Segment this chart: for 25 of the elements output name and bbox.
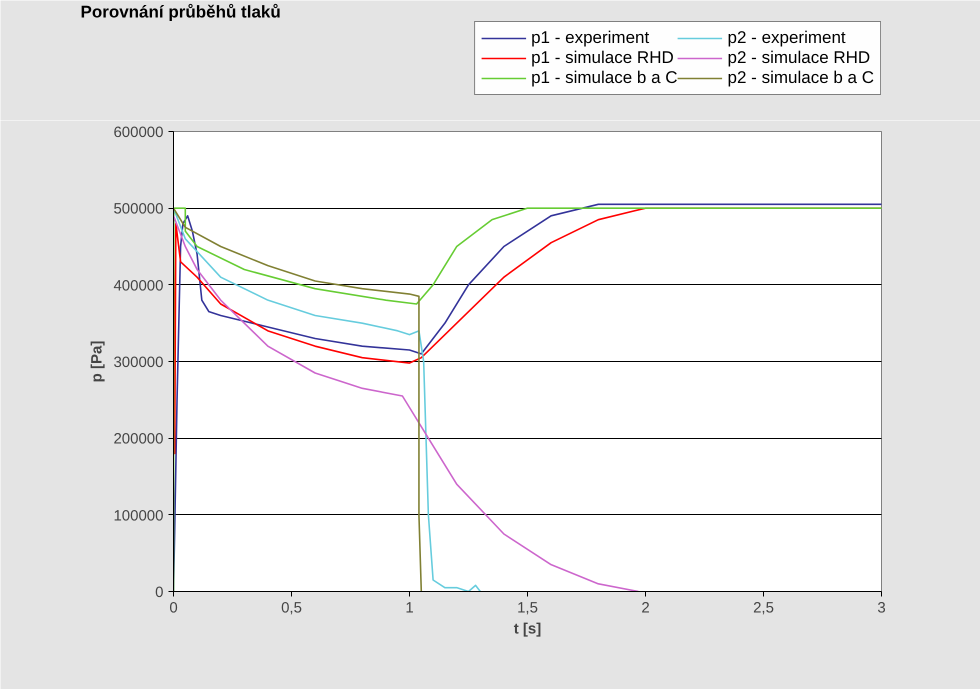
x-tick-label: 0 — [169, 600, 178, 616]
y-tick-label: 300000 — [113, 354, 164, 371]
y-tick-label: 600000 — [113, 124, 164, 141]
y-tick-label: 0 — [155, 584, 164, 601]
x-axis-title: t [s] — [514, 620, 542, 638]
y-axis-title: p [Pa] — [88, 340, 106, 382]
legend-label: p2 - experiment — [728, 28, 846, 48]
legend-label: p1 - simulace RHD — [531, 48, 674, 68]
y-tick-label: 400000 — [113, 277, 164, 294]
y-tick-label: 500000 — [113, 200, 164, 218]
y-tick-label: 100000 — [113, 507, 164, 524]
legend-label: p2 - simulace b a C — [728, 68, 874, 88]
line-series — [174, 207, 422, 592]
line-series — [174, 215, 640, 592]
x-tick-label: 3 — [877, 600, 886, 616]
y-tick-label: 200000 — [113, 430, 164, 448]
x-tick-label: 1 — [405, 600, 414, 616]
x-tick-label: 0,5 — [281, 600, 302, 616]
legend-label: p1 - simulace b a C — [531, 68, 678, 88]
legend-label: p1 - experiment — [531, 28, 650, 48]
x-tick-label: 2 — [641, 600, 650, 616]
x-tick-label: 1,5 — [517, 600, 538, 616]
chart-title: Porovnání průběhů tlaků — [80, 2, 281, 22]
legend-label: p2 - simulace RHD — [728, 48, 870, 68]
x-tick-label: 2,5 — [753, 600, 774, 616]
